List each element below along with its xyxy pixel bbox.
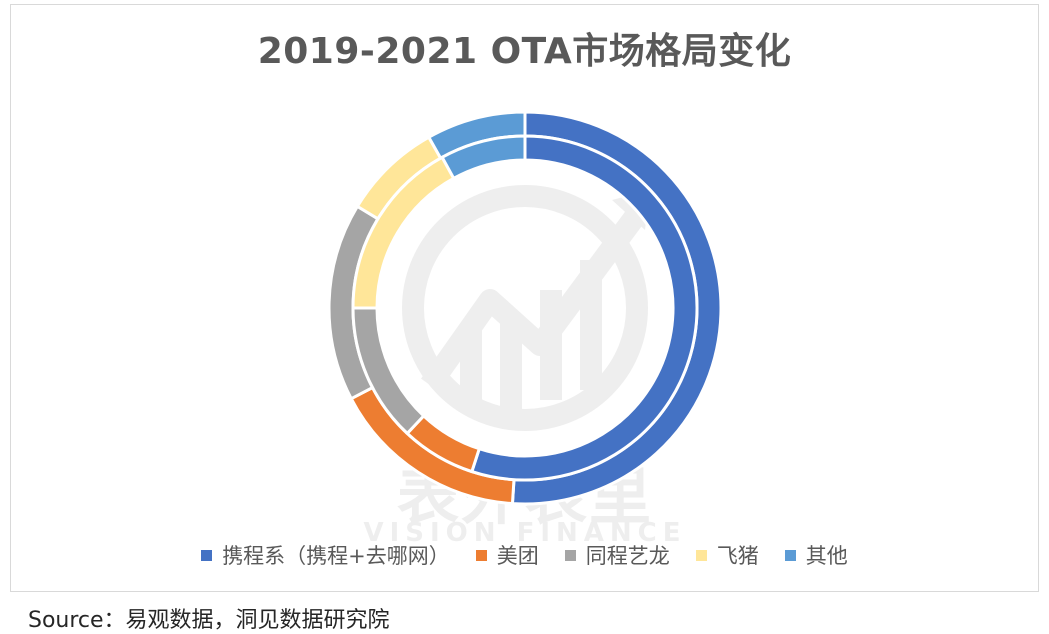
donut-slice-inner-4 [440, 134, 527, 181]
legend-label: 美团 [496, 544, 539, 568]
legend-item-1: 美团 [475, 540, 539, 570]
legend-swatch [695, 549, 707, 561]
legend-swatch [475, 549, 487, 561]
legend-swatch [784, 549, 796, 561]
legend-label: 其他 [805, 544, 848, 568]
chart-legend: 携程系（携程+去哪网） 美团 同程艺龙 飞猪 其他 [0, 540, 1049, 570]
legend-label: 同程艺龙 [585, 544, 670, 568]
watermark-subtext: VISION FINANCE [363, 518, 687, 548]
legend-item-0: 携程系（携程+去哪网） [201, 540, 450, 570]
legend-item-3: 飞猪 [695, 540, 759, 570]
legend-swatch [564, 549, 576, 561]
watermark-logo-icon [402, 185, 650, 431]
legend-item-4: 其他 [784, 540, 848, 570]
source-note: Source：易观数据，洞见数据研究院 [28, 608, 390, 633]
legend-label: 携程系（携程+去哪网） [222, 544, 450, 568]
legend-item-2: 同程艺龙 [564, 540, 670, 570]
legend-swatch [201, 549, 213, 561]
chart-title: 2019-2021 OTA市场格局变化 [257, 31, 792, 72]
legend-label: 飞猪 [716, 544, 759, 568]
